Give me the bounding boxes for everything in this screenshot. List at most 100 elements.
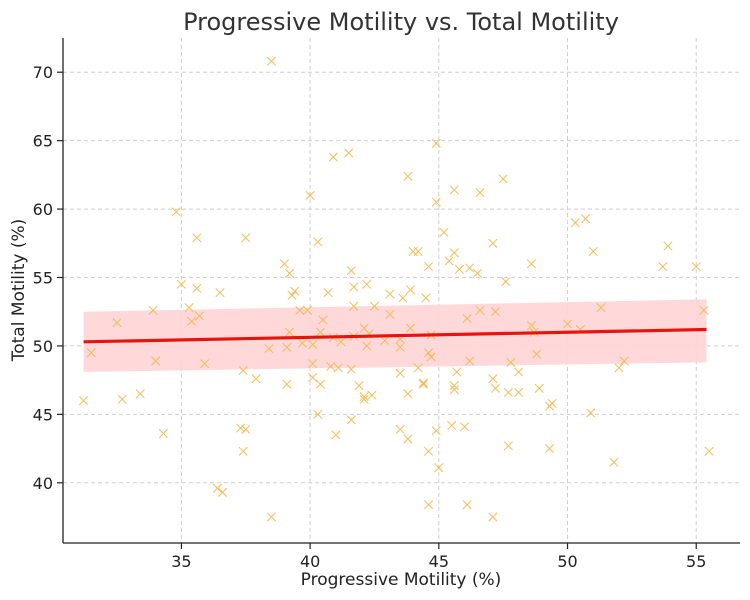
data-point bbox=[514, 367, 524, 377]
data-point bbox=[302, 305, 313, 315]
data-point bbox=[405, 285, 416, 295]
data-point bbox=[176, 279, 186, 289]
data-point bbox=[251, 374, 261, 384]
data-point bbox=[362, 341, 372, 351]
data-point bbox=[490, 307, 501, 317]
data-point bbox=[86, 348, 96, 358]
data-point bbox=[699, 305, 709, 315]
data-point bbox=[158, 428, 168, 439]
data-point bbox=[547, 398, 557, 408]
data-point bbox=[385, 289, 395, 299]
data-point bbox=[315, 327, 326, 337]
data-point bbox=[423, 446, 434, 456]
data-point bbox=[328, 152, 338, 162]
y-tick-label: 50 bbox=[33, 337, 53, 356]
data-point bbox=[395, 424, 405, 434]
data-point bbox=[490, 383, 501, 393]
data-point bbox=[395, 342, 405, 352]
data-point bbox=[488, 238, 498, 248]
data-point bbox=[503, 387, 513, 398]
axes: 35 40 45 50 55 40 45 50 55 60 65 70 bbox=[33, 38, 740, 571]
data-point bbox=[580, 214, 591, 224]
data-point bbox=[526, 259, 537, 269]
data-point bbox=[596, 303, 606, 313]
data-point bbox=[346, 364, 356, 374]
data-point bbox=[238, 365, 248, 376]
data-point bbox=[658, 261, 668, 272]
data-point bbox=[287, 290, 297, 300]
data-point bbox=[315, 379, 326, 389]
data-point bbox=[413, 246, 423, 257]
data-point bbox=[423, 500, 434, 510]
data-point bbox=[290, 286, 300, 296]
data-point bbox=[284, 327, 295, 337]
data-point bbox=[449, 248, 459, 258]
data-point bbox=[462, 313, 472, 324]
data-point bbox=[503, 441, 513, 451]
data-point bbox=[403, 389, 413, 399]
y-tick-label: 45 bbox=[33, 405, 53, 424]
data-point bbox=[266, 512, 277, 522]
data-point bbox=[367, 390, 377, 400]
data-point bbox=[236, 423, 246, 433]
data-point bbox=[199, 359, 210, 369]
data-point bbox=[218, 487, 228, 497]
data-point bbox=[488, 512, 498, 522]
data-point bbox=[346, 415, 356, 425]
data-point bbox=[663, 241, 673, 251]
data-point bbox=[454, 264, 465, 274]
data-point bbox=[346, 266, 356, 276]
x-tick-label: 35 bbox=[171, 552, 191, 571]
y-tick-label: 65 bbox=[33, 132, 53, 151]
y-tick-label: 70 bbox=[33, 63, 53, 82]
x-tick-label: 45 bbox=[429, 552, 449, 571]
chart-title: Progressive Motility vs. Total Motility bbox=[183, 8, 619, 36]
data-point bbox=[354, 381, 364, 391]
data-point bbox=[691, 261, 701, 272]
data-point bbox=[241, 424, 251, 434]
data-point bbox=[323, 287, 333, 298]
data-point bbox=[148, 305, 158, 315]
data-point bbox=[465, 263, 475, 273]
data-point bbox=[426, 352, 436, 362]
data-point bbox=[562, 319, 573, 329]
data-point bbox=[192, 233, 202, 243]
data-point bbox=[421, 293, 431, 303]
data-point bbox=[308, 339, 318, 350]
data-point bbox=[194, 311, 205, 321]
data-point bbox=[534, 383, 544, 393]
data-point bbox=[431, 197, 441, 207]
data-point bbox=[614, 363, 624, 373]
data-point bbox=[609, 457, 619, 467]
data-point bbox=[117, 394, 127, 404]
regression-line-layer bbox=[83, 327, 707, 344]
data-point bbox=[318, 315, 328, 325]
data-point bbox=[359, 391, 369, 402]
data-point bbox=[506, 357, 516, 367]
data-point bbox=[532, 349, 542, 359]
data-point bbox=[241, 233, 251, 243]
data-point bbox=[212, 483, 223, 493]
data-point bbox=[308, 372, 318, 382]
data-point bbox=[385, 309, 395, 320]
data-point bbox=[472, 268, 483, 278]
data-point bbox=[79, 396, 89, 406]
data-point bbox=[588, 246, 598, 257]
regression-line bbox=[83, 327, 707, 344]
data-point bbox=[192, 283, 202, 294]
data-point bbox=[465, 356, 475, 366]
data-point bbox=[297, 338, 307, 348]
data-point bbox=[405, 323, 416, 333]
data-point bbox=[444, 256, 454, 266]
data-point bbox=[439, 227, 449, 237]
data-point bbox=[171, 207, 181, 217]
data-point bbox=[264, 344, 274, 354]
data-point bbox=[418, 379, 428, 389]
data-point bbox=[403, 171, 413, 181]
data-point bbox=[449, 185, 459, 195]
data-point bbox=[331, 430, 341, 440]
data-point bbox=[544, 443, 555, 454]
x-tick-label: 55 bbox=[686, 552, 706, 571]
data-point bbox=[431, 426, 441, 436]
data-point bbox=[501, 277, 511, 287]
